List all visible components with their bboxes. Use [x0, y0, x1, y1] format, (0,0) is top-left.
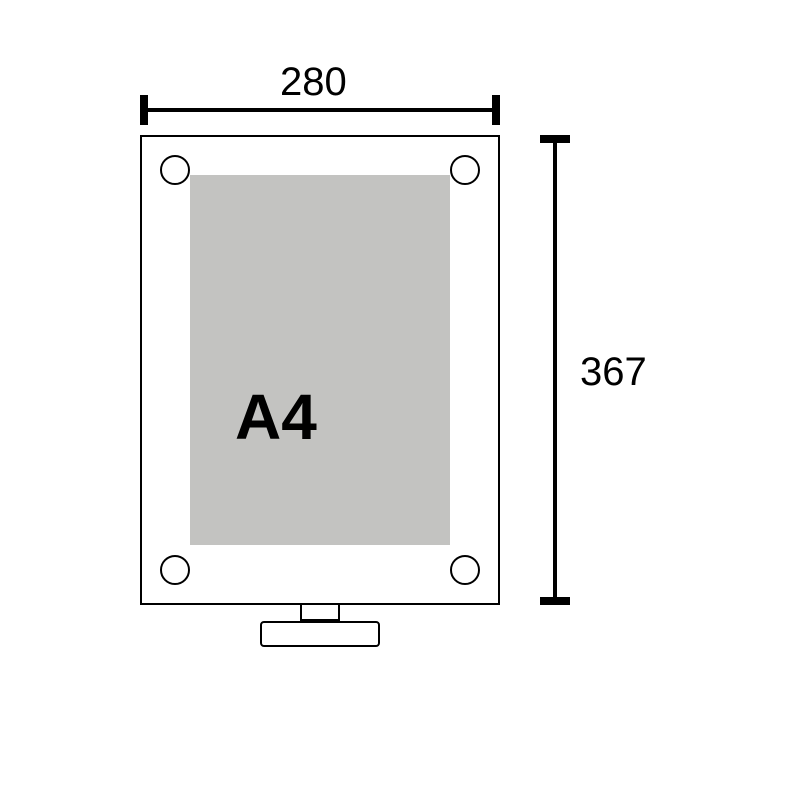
- dim-height-cap-bottom: [540, 597, 570, 605]
- stand-neck: [300, 605, 340, 621]
- sheet-size-label: A4: [235, 380, 317, 454]
- dim-width-cap-right: [492, 95, 500, 125]
- corner-screw: [450, 555, 480, 585]
- corner-screw: [160, 555, 190, 585]
- stand-base: [260, 621, 380, 647]
- a4-sheet: [190, 175, 450, 545]
- dim-height-label: 367: [580, 350, 647, 395]
- dim-width-line: [140, 108, 500, 112]
- dim-width-cap-left: [140, 95, 148, 125]
- corner-screw: [450, 155, 480, 185]
- dim-height-cap-top: [540, 135, 570, 143]
- corner-screw: [160, 155, 190, 185]
- diagram-canvas: 280 367 A4: [0, 0, 800, 800]
- dim-height-line: [553, 135, 557, 605]
- dim-width-label: 280: [280, 60, 347, 105]
